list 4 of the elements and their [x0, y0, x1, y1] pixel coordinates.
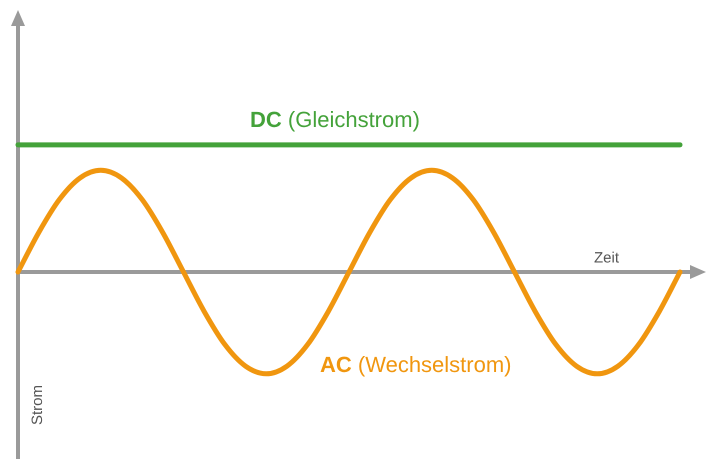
series-label: DC (Gleichstrom) [250, 106, 420, 132]
x-axis-title: Zeit [594, 250, 620, 267]
y-axis-title: Strom [29, 384, 46, 425]
series-label: AC (Wechselstrom) [320, 352, 512, 377]
